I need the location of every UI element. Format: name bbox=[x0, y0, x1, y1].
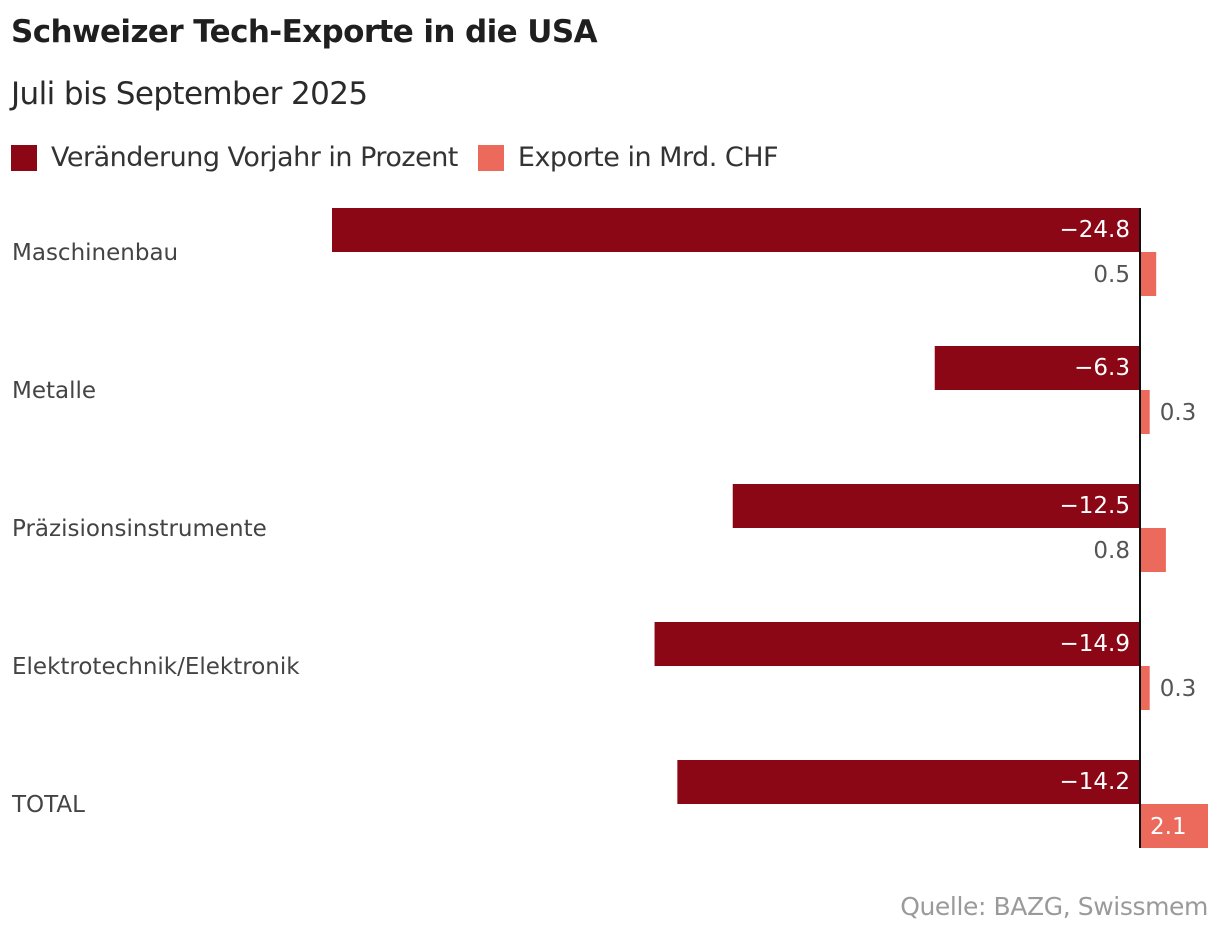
bar-exports-total bbox=[1140, 804, 1208, 848]
data-label-change-maschinenbau: −24.8 bbox=[1060, 217, 1130, 243]
chart-subtitle: Juli bis September 2025 bbox=[11, 76, 368, 112]
bar-change-metalle bbox=[934, 346, 1140, 390]
legend-swatch-exports bbox=[477, 144, 504, 171]
bar-change-elektrotechnik-elektronik bbox=[654, 622, 1140, 666]
data-label-change-metalle: −6.3 bbox=[1074, 355, 1130, 381]
legend-item-change: Veränderung Vorjahr in Prozent bbox=[11, 142, 458, 173]
category-label-metalle: Metalle bbox=[12, 378, 96, 404]
data-label-exports-metalle: 0.3 bbox=[1160, 400, 1197, 426]
legend: Veränderung Vorjahr in Prozent Exporte i… bbox=[11, 142, 798, 173]
data-label-change-elektrotechnik-elektronik: −14.9 bbox=[1060, 631, 1130, 657]
legend-item-exports: Exporte in Mrd. CHF bbox=[477, 142, 779, 173]
data-label-exports-maschinenbau: 0.5 bbox=[1093, 262, 1130, 288]
legend-label-exports: Exporte in Mrd. CHF bbox=[517, 142, 779, 173]
bar-change-total bbox=[677, 760, 1140, 804]
legend-label-change: Veränderung Vorjahr in Prozent bbox=[51, 142, 458, 173]
bar-change-maschinenbau bbox=[332, 208, 1140, 252]
bar-exports-pr-zisionsinstrumente bbox=[1140, 528, 1166, 572]
bar-change-pr-zisionsinstrumente bbox=[732, 484, 1140, 528]
bar-exports-metalle bbox=[1140, 390, 1150, 434]
data-label-exports-elektrotechnik-elektronik: 0.3 bbox=[1160, 676, 1197, 702]
chart-title: Schweizer Tech-Exporte in die USA bbox=[11, 14, 598, 50]
category-label-total: TOTAL bbox=[11, 792, 85, 818]
bar-exports-maschinenbau bbox=[1140, 252, 1157, 296]
category-label-pr-zisionsinstrumente: Präzisionsinstrumente bbox=[12, 516, 267, 542]
data-label-change-total: −14.2 bbox=[1060, 769, 1130, 795]
bar-exports-elektrotechnik-elektronik bbox=[1140, 666, 1150, 710]
source-note: Quelle: BAZG, Swissmem bbox=[900, 892, 1208, 921]
legend-swatch-change bbox=[11, 144, 37, 171]
category-label-maschinenbau: Maschinenbau bbox=[12, 240, 178, 266]
category-label-elektrotechnik-elektronik: Elektrotechnik/Elektronik bbox=[12, 654, 300, 680]
bar-chart: Maschinenbau −24.8 0.5 Metalle −6.3 0.3 Präzis… bbox=[11, 208, 1208, 848]
data-label-change-pr-zisionsinstrumente: −12.5 bbox=[1060, 493, 1130, 519]
data-label-exports-pr-zisionsinstrumente: 0.8 bbox=[1093, 538, 1130, 564]
data-label-exports-total: 2.1 bbox=[1150, 814, 1187, 840]
